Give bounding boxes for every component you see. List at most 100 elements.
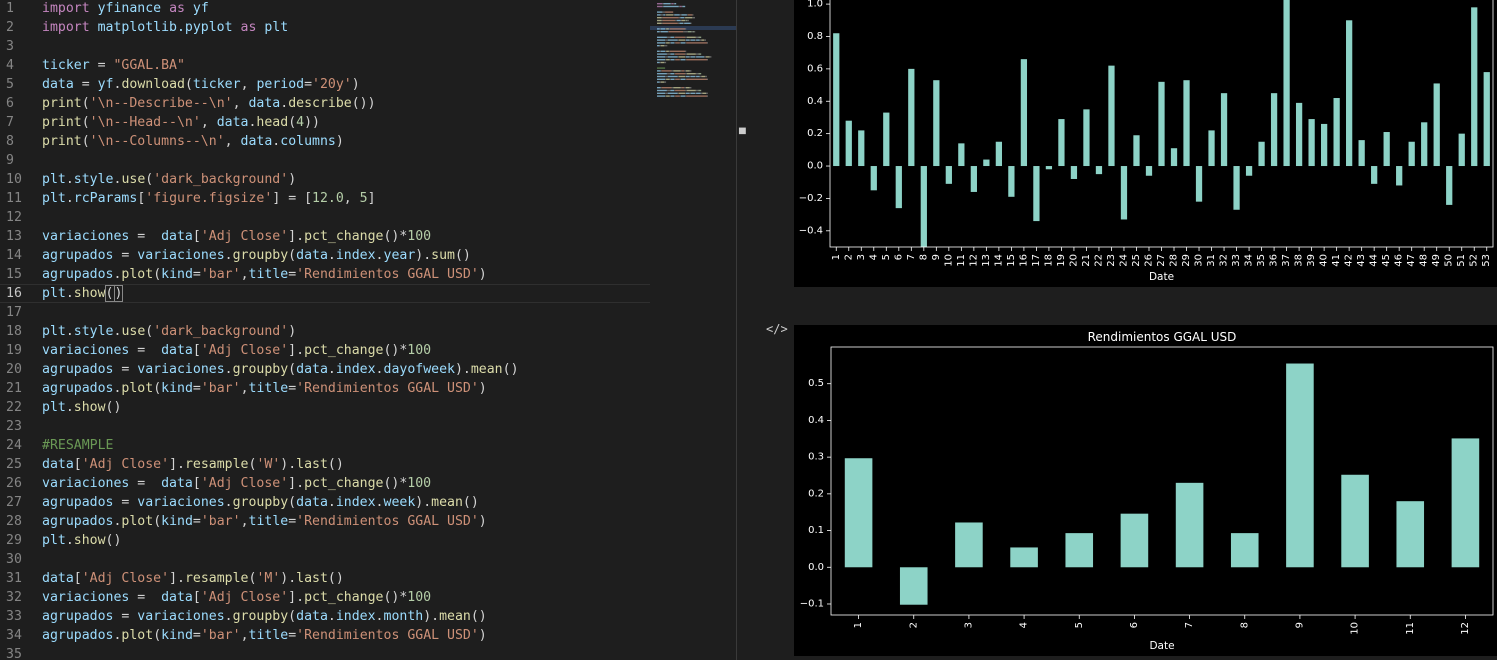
- code-text[interactable]: variaciones = data['Adj Close'].pct_chan…: [42, 588, 431, 607]
- code-line-8[interactable]: 8 print('\n--Columns--\n', data.columns): [0, 132, 650, 151]
- line-number: 32: [6, 590, 22, 605]
- code-text[interactable]: agrupados.plot(kind='bar',title='Rendimi…: [42, 512, 487, 531]
- minimap-viewport[interactable]: [650, 26, 736, 30]
- code-line-20[interactable]: 20 agrupados = variaciones.groupby(data.i…: [0, 360, 650, 379]
- minimap[interactable]: [655, 2, 740, 102]
- x-tick-label: 50: [1444, 254, 1455, 267]
- code-text[interactable]: agrupados = variaciones.groupby(data.ind…: [42, 493, 479, 512]
- code-text[interactable]: agrupados = variaciones.groupby(data.ind…: [42, 360, 519, 379]
- code-line-14[interactable]: 14 agrupados = variaciones.groupby(data.i…: [0, 246, 650, 265]
- code-text[interactable]: print('\n--Columns--\n', data.columns): [42, 132, 344, 151]
- code-line-25[interactable]: 25 data['Adj Close'].resample('W').last(): [0, 455, 650, 474]
- minimap-token: [686, 19, 688, 22]
- code-line-19[interactable]: 19 variaciones = data['Adj Close'].pct_ch…: [0, 341, 650, 360]
- code-line-5[interactable]: 5 data = yf.download(ticker, period='20y'…: [0, 75, 650, 94]
- code-text[interactable]: #RESAMPLE: [42, 436, 113, 455]
- code-line-27[interactable]: 27 agrupados = variaciones.groupby(data.i…: [0, 493, 650, 512]
- code-text[interactable]: data['Adj Close'].resample('M').last(): [42, 569, 344, 588]
- code-line-18[interactable]: 18 plt.style.use('dark_background'): [0, 322, 650, 341]
- bar-51: [1458, 133, 1465, 167]
- code-line-35[interactable]: 35: [0, 645, 650, 660]
- bar-11: [1396, 501, 1425, 568]
- x-tick-label: 9: [931, 254, 942, 260]
- code-text[interactable]: agrupados.plot(kind='bar',title='Rendimi…: [42, 265, 487, 284]
- code-text[interactable]: agrupados.plot(kind='bar',title='Rendimi…: [42, 626, 487, 645]
- bar-31: [1208, 130, 1215, 167]
- code-line-31[interactable]: 31 data['Adj Close'].resample('M').last(): [0, 569, 650, 588]
- code-line-22[interactable]: 22 plt.show(): [0, 398, 650, 417]
- code-text[interactable]: import yfinance as yf: [42, 0, 209, 18]
- code-text[interactable]: plt.show(): [42, 398, 121, 417]
- code-line-33[interactable]: 33 agrupados = variaciones.groupby(data.i…: [0, 607, 650, 626]
- x-tick-label: 6: [893, 254, 904, 260]
- code-text[interactable]: plt.style.use('dark_background'): [42, 170, 296, 189]
- code-line-4[interactable]: 4 ticker = "GGAL.BA": [0, 56, 650, 75]
- code-text[interactable]: agrupados.plot(kind='bar',title='Rendimi…: [42, 379, 487, 398]
- code-line-23[interactable]: 23: [0, 417, 650, 436]
- minimap-token: [695, 89, 699, 92]
- code-text[interactable]: plt.style.use('dark_background'): [42, 322, 296, 341]
- code-text[interactable]: import matplotlib.pyplot as plt: [42, 18, 288, 37]
- code-line-15[interactable]: 15 agrupados.plot(kind='bar',title='Rendi…: [0, 265, 650, 284]
- code-line-32[interactable]: 32 variaciones = data['Adj Close'].pct_ch…: [0, 588, 650, 607]
- code-token: (: [145, 172, 154, 187]
- code-line-7[interactable]: 7 print('\n--Head--\n', data.head(4)): [0, 113, 650, 132]
- code-line-21[interactable]: 21 agrupados.plot(kind='bar',title='Rendi…: [0, 379, 650, 398]
- code-toggle-icon[interactable]: </>: [766, 322, 788, 336]
- pane-divider[interactable]: [736, 0, 737, 660]
- bar-29: [1183, 80, 1190, 167]
- code-line-16[interactable]: 16 plt.show(): [0, 284, 650, 303]
- code-token: plt: [42, 324, 66, 339]
- drag-handle-icon[interactable]: ▀: [739, 128, 746, 141]
- code-line-1[interactable]: 1 import yfinance as yf: [0, 0, 650, 18]
- minimap-token: [685, 42, 687, 44]
- code-line-3[interactable]: 3: [0, 37, 650, 56]
- code-text[interactable]: agrupados = variaciones.groupby(data.ind…: [42, 607, 487, 626]
- code-text[interactable]: data = yf.download(ticker, period='20y'): [42, 75, 360, 94]
- x-tick-label: 2: [908, 622, 919, 628]
- code-token: variaciones: [42, 343, 130, 358]
- code-line-28[interactable]: 28 agrupados.plot(kind='bar',title='Rendi…: [0, 512, 650, 531]
- code-line-13[interactable]: 13 variaciones = data['Adj Close'].pct_ch…: [0, 227, 650, 246]
- code-line-6[interactable]: 6 print('\n--Describe--\n', data.describe…: [0, 94, 650, 113]
- code-text[interactable]: plt.rcParams['figure.figsize'] = [12.0, …: [42, 189, 376, 208]
- code-text[interactable]: agrupados = variaciones.groupby(data.ind…: [42, 246, 471, 265]
- code-token: data: [161, 476, 193, 491]
- code-token: ): [478, 514, 487, 529]
- code-token: variaciones: [137, 495, 225, 510]
- minimap-token: [680, 19, 682, 22]
- code-line-29[interactable]: 29 plt.show(): [0, 531, 650, 550]
- code-token: ,: [240, 514, 249, 529]
- code-token: .: [327, 248, 336, 263]
- code-text[interactable]: plt.show(): [42, 531, 121, 550]
- code-text[interactable]: data['Adj Close'].resample('W').last(): [42, 455, 344, 474]
- code-token: kind: [161, 514, 193, 529]
- code-text[interactable]: print('\n--Describe--\n', data.describe(…: [42, 94, 376, 113]
- code-text[interactable]: plt.show(): [42, 285, 124, 302]
- minimap-token: [707, 95, 708, 97]
- code-line-30[interactable]: 30: [0, 550, 650, 569]
- code-line-34[interactable]: 34 agrupados.plot(kind='bar',title='Rendi…: [0, 626, 650, 645]
- code-text[interactable]: variaciones = data['Adj Close'].pct_chan…: [42, 227, 431, 246]
- code-line-17[interactable]: 17: [0, 303, 650, 322]
- code-token: dayofweek: [383, 362, 455, 377]
- code-token: (): [327, 571, 344, 586]
- code-editor[interactable]: 1 import yfinance as yf 2 import matplotlib…: [0, 0, 736, 660]
- code-text[interactable]: ticker = "GGAL.BA": [42, 56, 185, 75]
- code-token: =: [288, 267, 297, 282]
- code-line-12[interactable]: 12: [0, 208, 650, 227]
- code-line-10[interactable]: 10 plt.style.use('dark_background'): [0, 170, 650, 189]
- bar-28: [1170, 148, 1178, 167]
- bar-33: [1233, 166, 1240, 210]
- code-line-26[interactable]: 26 variaciones = data['Adj Close'].pct_ch…: [0, 474, 650, 493]
- code-text[interactable]: print('\n--Head--\n', data.head(4)): [42, 113, 320, 132]
- code-text[interactable]: variaciones = data['Adj Close'].pct_chan…: [42, 341, 431, 360]
- code-line-9[interactable]: 9: [0, 151, 650, 170]
- code-token: (): [462, 495, 479, 510]
- code-text[interactable]: variaciones = data['Adj Close'].pct_chan…: [42, 474, 431, 493]
- code-line-24[interactable]: 24 #RESAMPLE: [0, 436, 650, 455]
- code-line-2[interactable]: 2 import matplotlib.pyplot as plt: [0, 18, 650, 37]
- code-token: .: [113, 628, 122, 643]
- minimap-token: [707, 59, 708, 61]
- code-line-11[interactable]: 11 plt.rcParams['figure.figsize'] = [12.0…: [0, 189, 650, 208]
